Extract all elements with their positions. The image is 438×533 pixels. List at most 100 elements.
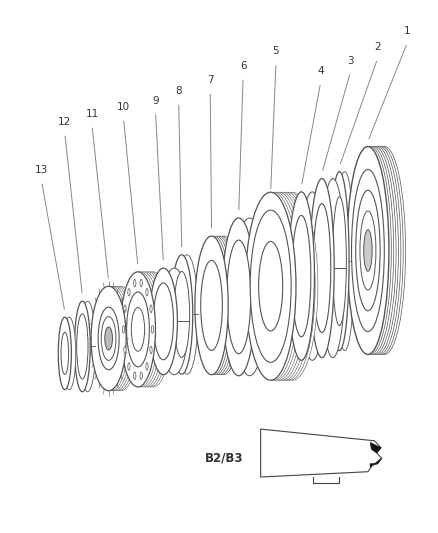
Ellipse shape xyxy=(136,272,171,387)
Ellipse shape xyxy=(124,305,126,312)
Ellipse shape xyxy=(352,169,384,332)
Ellipse shape xyxy=(77,314,88,379)
Ellipse shape xyxy=(98,307,119,370)
Ellipse shape xyxy=(310,179,334,358)
Ellipse shape xyxy=(106,317,121,360)
Polygon shape xyxy=(370,458,381,467)
Ellipse shape xyxy=(292,215,311,337)
Ellipse shape xyxy=(371,193,394,308)
Ellipse shape xyxy=(254,192,304,380)
Text: 7: 7 xyxy=(207,75,214,85)
Text: 9: 9 xyxy=(152,95,159,106)
Text: 4: 4 xyxy=(317,66,324,76)
Ellipse shape xyxy=(147,308,160,351)
Polygon shape xyxy=(261,429,382,477)
Ellipse shape xyxy=(321,179,345,358)
Text: 12: 12 xyxy=(58,117,71,127)
Ellipse shape xyxy=(195,236,228,375)
Ellipse shape xyxy=(146,363,148,370)
Ellipse shape xyxy=(360,211,376,290)
Ellipse shape xyxy=(272,241,297,331)
Ellipse shape xyxy=(364,193,387,308)
Ellipse shape xyxy=(275,241,299,331)
Ellipse shape xyxy=(251,192,301,380)
Ellipse shape xyxy=(120,272,155,387)
Ellipse shape xyxy=(140,372,142,379)
Ellipse shape xyxy=(288,192,314,360)
Ellipse shape xyxy=(280,241,305,331)
Ellipse shape xyxy=(63,317,76,390)
Ellipse shape xyxy=(101,286,136,391)
Ellipse shape xyxy=(139,308,152,351)
Ellipse shape xyxy=(58,317,71,390)
Text: 2: 2 xyxy=(374,42,381,52)
Ellipse shape xyxy=(347,147,389,354)
Ellipse shape xyxy=(149,268,177,375)
Ellipse shape xyxy=(332,197,346,326)
Text: 6: 6 xyxy=(240,61,247,71)
Ellipse shape xyxy=(131,272,166,387)
Ellipse shape xyxy=(227,240,251,354)
Ellipse shape xyxy=(61,333,69,374)
Ellipse shape xyxy=(267,241,291,331)
Ellipse shape xyxy=(123,272,158,387)
Ellipse shape xyxy=(265,192,315,380)
Ellipse shape xyxy=(128,288,130,296)
Ellipse shape xyxy=(269,241,294,331)
Ellipse shape xyxy=(248,192,299,380)
Ellipse shape xyxy=(151,326,154,333)
Ellipse shape xyxy=(359,193,382,308)
Ellipse shape xyxy=(259,192,310,380)
Ellipse shape xyxy=(124,346,126,354)
Ellipse shape xyxy=(201,260,223,351)
Ellipse shape xyxy=(256,192,307,380)
Ellipse shape xyxy=(101,317,116,360)
Ellipse shape xyxy=(313,204,331,333)
Ellipse shape xyxy=(205,236,238,375)
Ellipse shape xyxy=(134,279,136,287)
Polygon shape xyxy=(370,442,381,453)
Ellipse shape xyxy=(354,147,396,354)
Ellipse shape xyxy=(176,255,198,374)
Ellipse shape xyxy=(153,283,173,360)
Ellipse shape xyxy=(245,192,296,380)
Ellipse shape xyxy=(131,308,145,351)
Ellipse shape xyxy=(267,192,318,380)
Ellipse shape xyxy=(126,272,161,387)
Ellipse shape xyxy=(109,317,124,360)
Text: B2/B3: B2/B3 xyxy=(205,452,243,465)
Ellipse shape xyxy=(160,268,188,375)
Ellipse shape xyxy=(366,193,389,308)
Ellipse shape xyxy=(74,301,90,392)
Ellipse shape xyxy=(111,317,126,360)
Ellipse shape xyxy=(261,241,286,331)
Text: 5: 5 xyxy=(272,46,279,56)
Ellipse shape xyxy=(258,241,283,331)
Ellipse shape xyxy=(105,327,113,350)
Ellipse shape xyxy=(352,147,394,354)
Ellipse shape xyxy=(96,286,131,391)
Ellipse shape xyxy=(349,147,391,354)
Ellipse shape xyxy=(278,241,302,331)
Ellipse shape xyxy=(122,326,125,333)
Ellipse shape xyxy=(136,308,150,351)
Ellipse shape xyxy=(262,192,312,380)
Ellipse shape xyxy=(80,301,95,392)
Ellipse shape xyxy=(207,236,240,375)
Ellipse shape xyxy=(104,317,118,360)
Ellipse shape xyxy=(134,308,147,351)
Ellipse shape xyxy=(128,272,163,387)
Ellipse shape xyxy=(222,218,255,376)
Ellipse shape xyxy=(202,236,236,375)
Ellipse shape xyxy=(103,286,138,391)
Ellipse shape xyxy=(250,210,291,362)
Text: 11: 11 xyxy=(85,109,99,119)
Text: 3: 3 xyxy=(347,55,354,66)
Ellipse shape xyxy=(359,147,401,354)
Text: 1: 1 xyxy=(404,26,411,36)
Ellipse shape xyxy=(146,288,148,296)
Ellipse shape xyxy=(364,230,372,271)
Ellipse shape xyxy=(361,193,384,308)
Ellipse shape xyxy=(150,305,152,312)
Ellipse shape xyxy=(134,372,136,379)
